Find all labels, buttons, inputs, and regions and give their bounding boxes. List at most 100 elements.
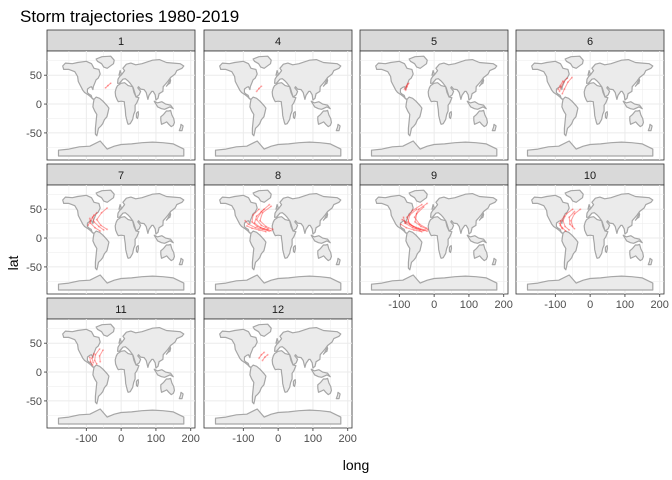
storm-track — [94, 348, 101, 365]
greenland-shape — [95, 55, 115, 69]
storm-point — [425, 227, 428, 230]
australia-shape — [317, 377, 332, 396]
storm-point — [561, 226, 564, 229]
storm-track — [400, 223, 423, 233]
storm-point — [253, 222, 256, 225]
storm-point — [102, 349, 104, 352]
storm-point — [568, 216, 571, 219]
x-tick-label: 100 — [460, 299, 478, 311]
madagascar-shape — [448, 111, 453, 120]
storm-track — [401, 219, 426, 231]
storm-point — [93, 359, 96, 362]
storm-point — [420, 230, 423, 233]
facet-panel-11: 11 — [46, 297, 196, 429]
storm-point — [90, 357, 93, 360]
facet-panel-8: 8 — [203, 163, 353, 295]
storm-point — [106, 84, 109, 87]
storm-point — [562, 81, 565, 84]
indonesia-shape — [153, 368, 174, 378]
africa-shape — [271, 216, 297, 259]
storm-point — [406, 216, 408, 219]
strip-label: 1 — [118, 36, 124, 48]
madagascar-shape — [604, 111, 609, 120]
storm-point — [406, 85, 408, 88]
storm-point — [561, 227, 564, 230]
indonesia-shape — [310, 368, 331, 378]
australia-shape — [629, 243, 644, 262]
panel-contents — [360, 51, 508, 160]
storm-point — [98, 354, 101, 357]
world-map — [214, 55, 342, 157]
x-tick-label: 100 — [616, 299, 634, 311]
japan-shape — [634, 212, 641, 221]
x-tick-label: 0 — [118, 433, 124, 445]
storm-point — [407, 220, 409, 223]
storm-point — [419, 225, 422, 228]
uk-island-shape — [118, 338, 123, 344]
panel-contents — [204, 185, 352, 294]
storm-point — [566, 81, 569, 84]
storm-point — [258, 208, 260, 211]
greenland-shape — [252, 323, 272, 337]
storm-point — [263, 356, 266, 359]
antarctica-shape — [526, 274, 654, 291]
storm-point — [91, 216, 94, 219]
storm-point — [93, 214, 95, 216]
africa-shape — [114, 82, 140, 125]
storm-point — [267, 227, 270, 230]
storm-point — [252, 214, 255, 216]
storm-point — [426, 228, 429, 231]
storm-point — [263, 351, 266, 354]
world-map — [370, 55, 498, 157]
uk-island-shape — [118, 204, 123, 210]
storm-point — [564, 225, 567, 228]
x-tick-label: 100 — [147, 433, 165, 445]
storm-point — [268, 230, 271, 233]
australia-shape — [473, 243, 488, 262]
x-tick-label: 200 — [339, 433, 357, 445]
storm-point — [418, 223, 421, 226]
storm-track — [255, 204, 270, 230]
storm-point — [91, 364, 94, 367]
storm-point — [99, 230, 102, 233]
australia-shape — [160, 243, 175, 262]
north-america-shape — [219, 194, 258, 234]
x-tick-label: 0 — [431, 299, 437, 311]
x-tick-label: -100 — [544, 299, 566, 311]
storm-track — [253, 208, 268, 231]
storm-track — [256, 85, 262, 92]
new-zealand-shape — [178, 391, 184, 400]
storm-point — [562, 80, 564, 82]
storm-point — [417, 227, 420, 230]
greenland-shape — [95, 189, 115, 203]
storm-tracks — [558, 208, 582, 233]
madagascar-shape — [448, 245, 453, 254]
storm-point — [558, 90, 561, 93]
storm-point — [558, 222, 561, 225]
strip-label: 12 — [272, 304, 284, 316]
uk-island-shape — [587, 70, 592, 76]
storm-point — [404, 220, 407, 223]
australia-shape — [629, 109, 644, 128]
storm-point — [247, 223, 250, 226]
world-map — [526, 189, 654, 291]
storm-track — [91, 353, 95, 363]
facet-panel-12: 12 — [203, 297, 353, 429]
antarctica-shape — [214, 140, 342, 157]
storm-point — [563, 88, 566, 91]
uk-island-shape — [587, 204, 592, 210]
storm-point — [559, 224, 562, 227]
storm-track — [406, 204, 424, 232]
storm-point — [562, 219, 564, 222]
storm-tracks — [399, 202, 429, 233]
australia-shape — [160, 377, 175, 396]
north-america-shape — [219, 328, 258, 368]
panel-contents — [204, 51, 352, 160]
south-america-shape — [561, 230, 579, 271]
storm-point — [100, 211, 103, 214]
storm-point — [571, 225, 574, 228]
storm-track — [258, 352, 265, 359]
x-tick-label: 200 — [495, 299, 513, 311]
storm-point — [414, 220, 416, 223]
japan-shape — [165, 346, 172, 355]
